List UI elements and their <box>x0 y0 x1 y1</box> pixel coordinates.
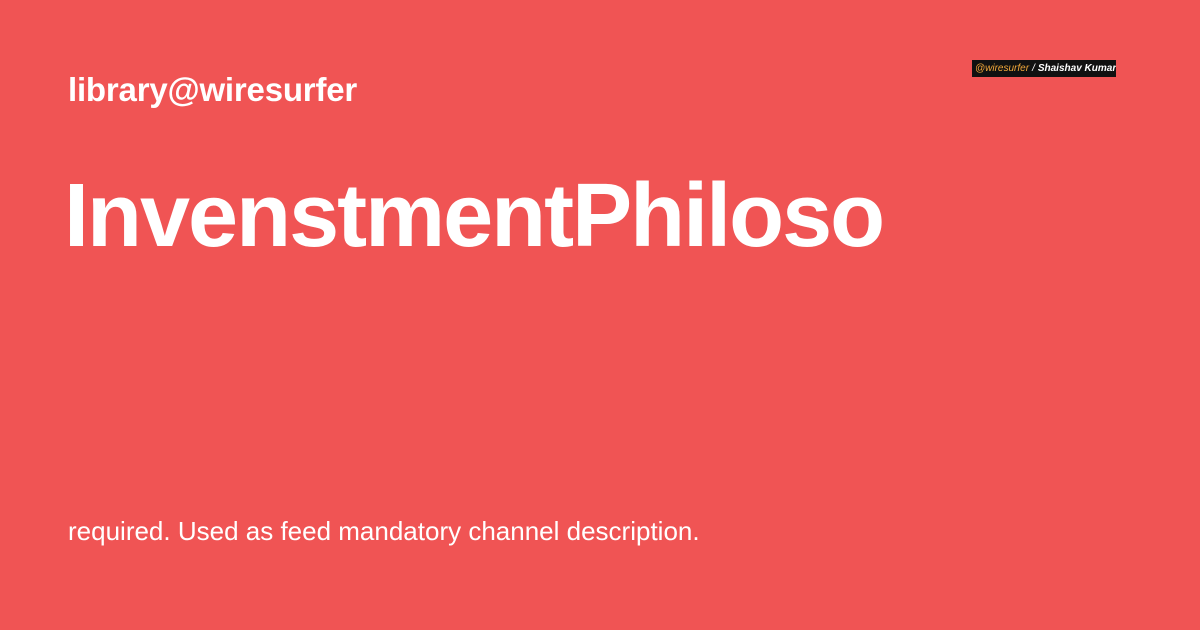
page-description: required. Used as feed mandatory channel… <box>68 516 700 546</box>
site-label: library@wiresurfer <box>68 71 358 108</box>
brand-author: Shaishav Kumar <box>1037 63 1116 74</box>
brand-handle: @wiresurfer <box>975 63 1030 74</box>
page-title: InvenstmentPhiloso <box>64 166 885 266</box>
brand-separator: / <box>1032 63 1035 74</box>
brand-logo: @wiresurfer / Shaishav Kumar <box>972 60 1116 77</box>
